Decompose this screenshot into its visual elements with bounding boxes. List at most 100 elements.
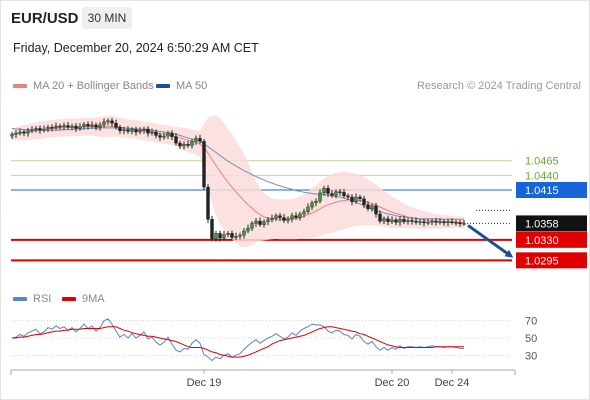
candle [414,217,418,225]
candle [210,215,214,241]
candle [86,121,90,130]
candle [70,123,74,131]
candle [354,193,358,205]
candle [18,128,22,136]
level-label-1.0440: 1.0440 [525,170,559,182]
candle [270,214,274,223]
projection-arrow [467,224,514,258]
candle [154,129,158,139]
candle [390,216,394,224]
candle [250,221,254,232]
candle [218,230,222,242]
candle [94,122,98,131]
svg-text:1.0358: 1.0358 [525,218,559,230]
candle [14,130,18,138]
candle [254,218,258,227]
candle [170,130,174,141]
candle [74,123,78,132]
candle [222,231,226,241]
timeframe-badge[interactable]: 30 MIN [82,7,132,29]
candle [54,122,58,131]
candle [50,124,54,132]
candle [262,219,266,228]
rsi-line [11,318,464,362]
candle [194,135,198,145]
candle [350,194,354,206]
rsi-tick-30: 30 [525,350,537,362]
svg-text:1.0465: 1.0465 [525,156,559,168]
rsi-legend-label: RSI [33,293,52,305]
rsi-ma9-line [12,326,464,358]
level-label-1.0415: 1.0415 [516,182,587,198]
rsi-tick-50: 50 [525,333,537,345]
candle [422,218,426,227]
level-label-1.0330: 1.0330 [516,231,587,248]
candle [46,124,50,132]
candle [150,128,154,136]
candle [322,185,326,196]
candle [398,216,402,226]
candle [442,219,446,226]
candle [226,231,230,238]
candle [326,185,330,198]
svg-text:1.0415: 1.0415 [525,185,559,197]
candle [346,193,350,200]
candle [382,216,386,224]
candle [418,219,422,226]
candle [178,140,182,149]
candle [102,118,106,128]
level-labels: 1.0465 1.0440 1.0415 1.0358 1.0330 1.0295 [516,156,587,269]
candle [186,140,190,148]
ma50-legend-label: MA 50 [176,80,208,92]
candle [342,188,346,199]
candle [82,122,86,130]
candle [158,132,162,141]
candle [462,219,466,226]
candle [134,126,138,136]
ma9-legend-label: 9MA [82,293,105,305]
candle [26,127,30,137]
candle [38,125,42,134]
candle [358,194,362,202]
candle [434,218,438,226]
candles [10,117,514,258]
bollinger-bands [12,115,464,248]
candle [138,127,142,135]
candle [362,195,366,209]
x-label-Dec-20: Dec 20 [375,377,410,389]
x-label-Dec-24: Dec 24 [435,377,470,389]
candle [298,211,302,221]
candle [458,219,462,227]
candle [370,203,374,212]
candle [314,198,318,207]
candle [190,139,194,149]
candle [246,224,250,234]
candle [446,218,450,227]
candle [198,134,202,144]
candle [126,126,130,134]
candle [206,184,210,223]
candle [318,189,322,204]
candle [34,126,38,133]
candle [330,190,334,198]
svg-text:1.0295: 1.0295 [525,255,559,267]
research-watermark: Research © 2024 Trading Central [416,80,581,92]
level-label-1.0295: 1.0295 [516,252,587,269]
candle [110,117,114,127]
candle [66,122,70,130]
candle [230,230,234,241]
candle [282,214,286,223]
svg-text:1.0440: 1.0440 [525,170,559,182]
candle [454,219,458,226]
candle [258,217,262,227]
legend-ma50: MA 50 [156,80,207,92]
x-label-Dec-19: Dec 19 [187,377,222,389]
candle [174,133,178,146]
candle [266,216,270,226]
candle [130,127,134,135]
candle [10,131,14,139]
candle [106,118,110,125]
candle [142,126,146,134]
candle [310,200,314,210]
